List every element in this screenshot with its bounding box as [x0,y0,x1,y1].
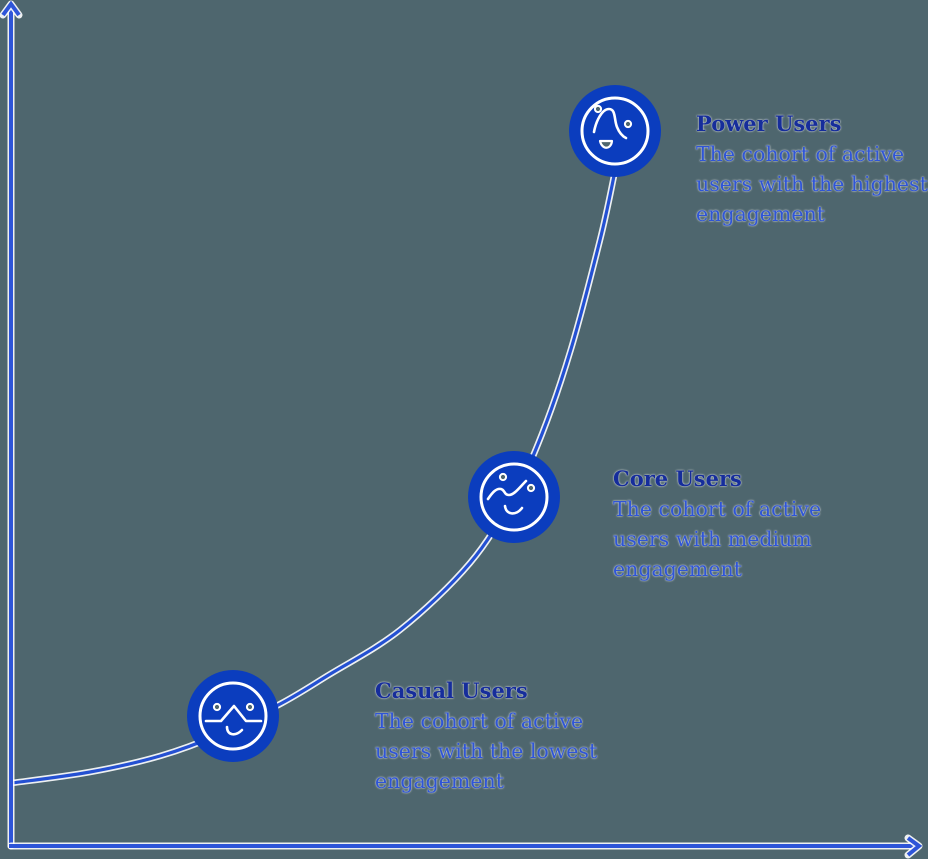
power-face-icon [569,85,661,177]
x-axis-arrow-icon [904,834,923,859]
power-users-label: Power Users The cohort of active users w… [696,109,928,229]
casual-users-label: Casual Users The cohort of active users … [375,676,597,796]
growth-curve [8,172,618,787]
casual-face-icon [187,670,279,762]
core-face-icon [468,451,560,543]
y-axis-arrow-icon [0,0,23,19]
core-users-title: Core Users [613,466,742,491]
y-axis [0,0,23,850]
power-users-title: Power Users [696,111,842,136]
power-users-description: The cohort of active users with the high… [696,142,928,226]
casual-users-description: The cohort of active users with the lowe… [375,709,598,793]
casual-users-title: Casual Users [375,678,528,703]
core-users-description: The cohort of active users with medium e… [613,497,822,581]
core-users-label: Core Users The cohort of active users wi… [613,464,821,584]
x-axis [7,834,923,859]
